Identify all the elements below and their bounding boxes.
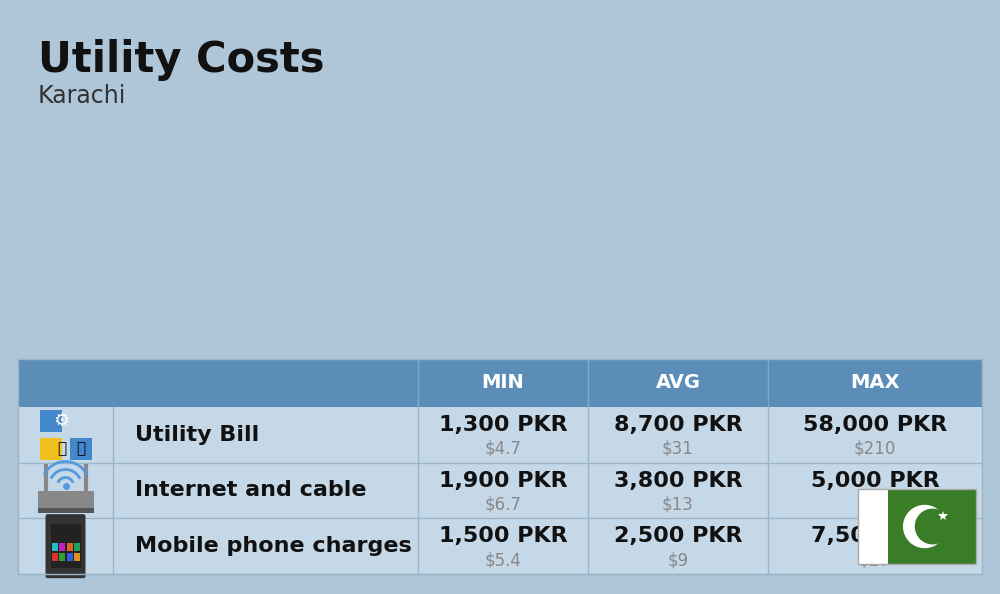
Text: Mobile phone charges: Mobile phone charges bbox=[135, 536, 412, 556]
Text: 5,000 PKR: 5,000 PKR bbox=[811, 470, 939, 491]
Bar bbox=[66, 553, 72, 561]
Text: $210: $210 bbox=[854, 440, 896, 458]
Text: MAX: MAX bbox=[850, 374, 900, 393]
Text: 🔌: 🔌 bbox=[57, 441, 66, 456]
Text: 🚿: 🚿 bbox=[76, 441, 85, 456]
Bar bbox=[888, 489, 976, 564]
Bar bbox=[52, 543, 58, 551]
Bar bbox=[74, 543, 80, 551]
Bar bbox=[38, 491, 94, 513]
Text: 1,300 PKR: 1,300 PKR bbox=[439, 415, 567, 435]
Text: 58,000 PKR: 58,000 PKR bbox=[803, 415, 947, 435]
Text: $18: $18 bbox=[859, 495, 891, 513]
Text: 8,700 PKR: 8,700 PKR bbox=[614, 415, 742, 435]
Text: MIN: MIN bbox=[482, 374, 524, 393]
Bar bbox=[40, 438, 62, 460]
Text: ⚙: ⚙ bbox=[53, 412, 70, 430]
Text: AVG: AVG bbox=[656, 374, 700, 393]
Text: Internet and cable: Internet and cable bbox=[135, 481, 366, 501]
Text: 1,500 PKR: 1,500 PKR bbox=[439, 526, 567, 546]
Bar bbox=[18, 519, 982, 574]
Bar bbox=[52, 553, 58, 561]
Text: $13: $13 bbox=[662, 495, 694, 513]
Bar bbox=[59, 543, 65, 551]
Text: Karachi: Karachi bbox=[38, 84, 126, 108]
Text: $9: $9 bbox=[667, 551, 689, 569]
Text: Utility Bill: Utility Bill bbox=[135, 425, 259, 445]
Bar bbox=[18, 359, 982, 407]
Text: 3,800 PKR: 3,800 PKR bbox=[614, 470, 742, 491]
Text: 1,900 PKR: 1,900 PKR bbox=[439, 470, 567, 491]
Bar bbox=[38, 507, 94, 513]
Circle shape bbox=[915, 509, 950, 544]
Text: Utility Costs: Utility Costs bbox=[38, 39, 324, 81]
Text: $27: $27 bbox=[859, 551, 891, 569]
Bar bbox=[40, 410, 62, 432]
Text: $6.7: $6.7 bbox=[485, 495, 521, 513]
Bar bbox=[59, 553, 65, 561]
Bar bbox=[858, 489, 888, 564]
Text: 2,500 PKR: 2,500 PKR bbox=[614, 526, 742, 546]
Bar bbox=[70, 438, 92, 460]
Text: $31: $31 bbox=[662, 440, 694, 458]
Bar bbox=[18, 407, 982, 463]
Bar bbox=[74, 553, 80, 561]
FancyBboxPatch shape bbox=[46, 514, 86, 578]
Bar bbox=[66, 543, 72, 551]
Bar bbox=[50, 524, 80, 568]
Text: 7,500 PKR: 7,500 PKR bbox=[811, 526, 939, 546]
Circle shape bbox=[904, 505, 946, 548]
Bar bbox=[18, 463, 982, 519]
Bar bbox=[18, 359, 982, 574]
Bar bbox=[858, 489, 976, 564]
Text: $5.4: $5.4 bbox=[485, 551, 521, 569]
Text: $4.7: $4.7 bbox=[485, 440, 521, 458]
